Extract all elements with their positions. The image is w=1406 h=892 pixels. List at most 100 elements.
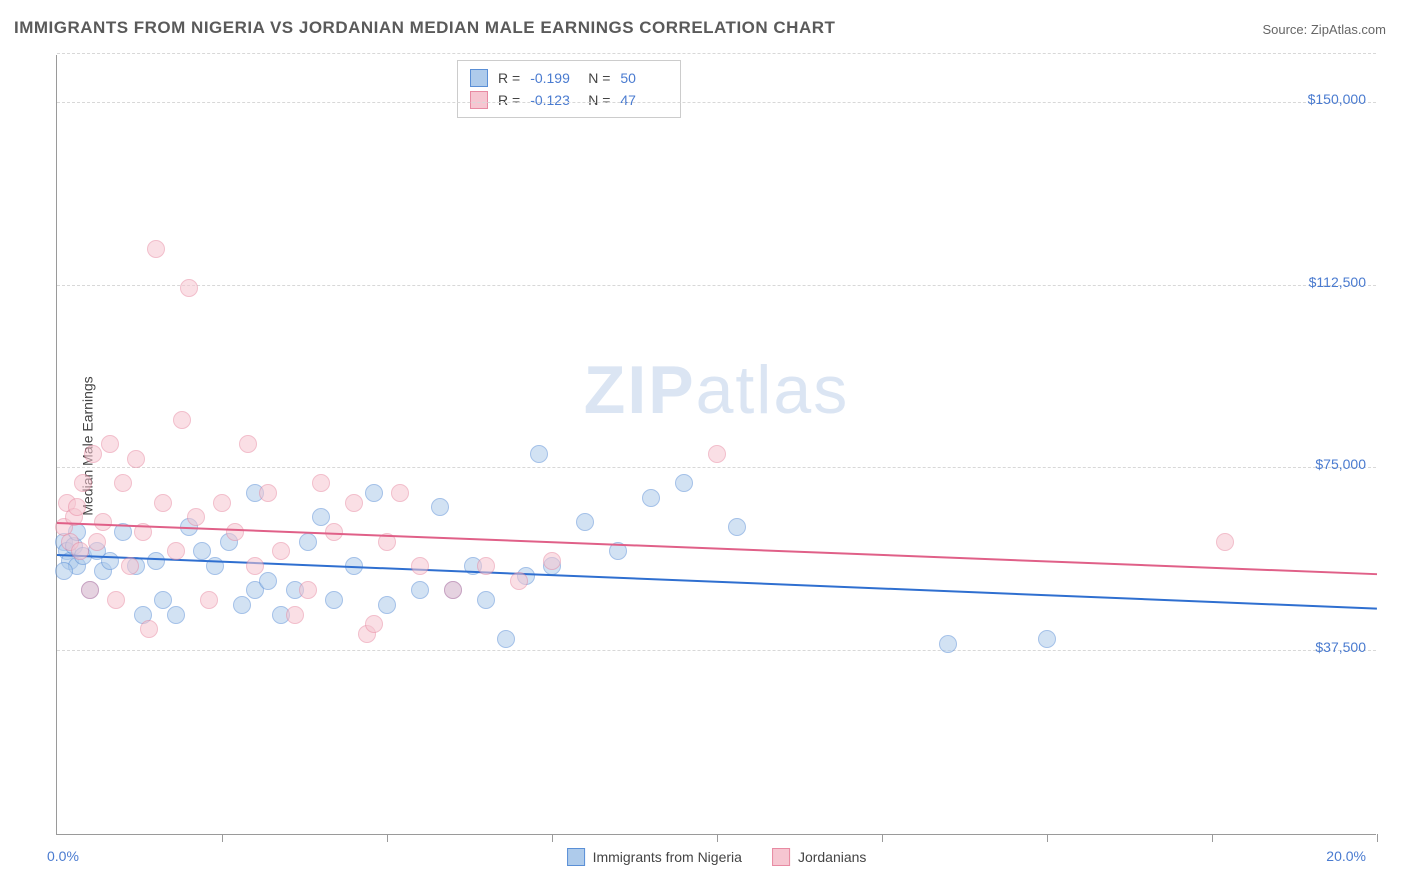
scatter-point <box>246 557 264 575</box>
legend-swatch <box>567 848 585 866</box>
stats-row: R = -0.123 N = 47 <box>470 89 668 111</box>
correlation-stats-box: R = -0.199 N = 50 R = -0.123 N = 47 <box>457 60 681 118</box>
scatter-point <box>286 606 304 624</box>
scatter-point <box>272 542 290 560</box>
stats-row: R =-0.199N =50 <box>470 67 668 89</box>
source-label: Source: <box>1262 22 1310 37</box>
x-axis-label-max: 20.0% <box>1326 848 1366 864</box>
scatter-point <box>167 606 185 624</box>
chart-title: IMMIGRANTS FROM NIGERIA VS JORDANIAN MED… <box>14 18 835 38</box>
scatter-point <box>71 542 89 560</box>
stat-label-r: R = <box>498 92 520 108</box>
scatter-point <box>167 542 185 560</box>
x-tick <box>387 834 388 842</box>
scatter-point <box>84 445 102 463</box>
y-tick-label: $112,500 <box>1309 274 1366 290</box>
scatter-point <box>173 411 191 429</box>
source-name: ZipAtlas.com <box>1311 22 1386 37</box>
scatter-point <box>233 596 251 614</box>
scatter-point <box>94 513 112 531</box>
scatter-point <box>411 557 429 575</box>
scatter-point <box>187 508 205 526</box>
legend-swatch <box>470 69 488 87</box>
scatter-point <box>226 523 244 541</box>
scatter-point <box>154 591 172 609</box>
scatter-point <box>497 630 515 648</box>
x-tick <box>882 834 883 842</box>
y-tick-label: $75,000 <box>1315 456 1366 472</box>
scatter-point <box>193 542 211 560</box>
x-tick <box>1047 834 1048 842</box>
scatter-point <box>675 474 693 492</box>
scatter-point <box>325 591 343 609</box>
watermark-bold: ZIP <box>584 352 696 428</box>
scatter-point <box>200 591 218 609</box>
watermark: ZIPatlas <box>584 351 849 429</box>
scatter-point <box>114 474 132 492</box>
scatter-point <box>530 445 548 463</box>
legend: Immigrants from Nigeria Jordanians <box>567 848 867 866</box>
y-tick-label: $150,000 <box>1308 91 1366 107</box>
x-axis-label-min: 0.0% <box>47 848 79 864</box>
gridline <box>57 650 1376 651</box>
scatter-point <box>299 533 317 551</box>
scatter-point <box>74 474 92 492</box>
stat-value-n: 47 <box>620 92 668 108</box>
scatter-point <box>259 572 277 590</box>
gridline <box>57 467 1376 468</box>
scatter-point <box>299 581 317 599</box>
scatter-point <box>728 518 746 536</box>
scatter-point <box>576 513 594 531</box>
scatter-point <box>81 581 99 599</box>
legend-swatch <box>470 91 488 109</box>
stat-value-n: 50 <box>620 70 668 86</box>
x-tick <box>717 834 718 842</box>
scatter-point <box>391 484 409 502</box>
scatter-point <box>543 552 561 570</box>
scatter-point <box>68 498 86 516</box>
stat-label-n: N = <box>588 92 610 108</box>
scatter-point <box>477 557 495 575</box>
scatter-point <box>378 596 396 614</box>
legend-label: Immigrants from Nigeria <box>593 849 742 865</box>
scatter-point <box>431 498 449 516</box>
gridline <box>57 285 1376 286</box>
scatter-point <box>239 435 257 453</box>
stat-value-r: -0.199 <box>530 70 578 86</box>
x-tick <box>222 834 223 842</box>
scatter-point <box>345 494 363 512</box>
gridline <box>57 53 1376 54</box>
chart-plot-area: ZIPatlas R =-0.199N =50R =-0.123N =47 0.… <box>56 55 1376 835</box>
x-tick <box>1377 834 1378 842</box>
y-tick-label: $37,500 <box>1315 639 1366 655</box>
scatter-point <box>180 279 198 297</box>
scatter-point <box>1038 630 1056 648</box>
scatter-point <box>477 591 495 609</box>
legend-label: Jordanians <box>798 849 867 865</box>
scatter-point <box>147 240 165 258</box>
scatter-point <box>510 572 528 590</box>
scatter-point <box>101 435 119 453</box>
scatter-point <box>642 489 660 507</box>
scatter-point <box>365 615 383 633</box>
legend-item: Immigrants from Nigeria <box>567 848 742 866</box>
scatter-point <box>411 581 429 599</box>
scatter-point <box>312 508 330 526</box>
scatter-point <box>1216 533 1234 551</box>
legend-swatch <box>772 848 790 866</box>
scatter-point <box>107 591 125 609</box>
x-tick <box>552 834 553 842</box>
scatter-point <box>708 445 726 463</box>
stat-value-r: -0.123 <box>530 92 578 108</box>
scatter-point <box>154 494 172 512</box>
scatter-point <box>259 484 277 502</box>
scatter-point <box>55 562 73 580</box>
scatter-point <box>444 581 462 599</box>
scatter-point <box>213 494 231 512</box>
scatter-point <box>121 557 139 575</box>
stat-label-n: N = <box>588 70 610 86</box>
watermark-light: atlas <box>696 352 850 428</box>
scatter-point <box>365 484 383 502</box>
legend-item: Jordanians <box>772 848 867 866</box>
scatter-point <box>147 552 165 570</box>
